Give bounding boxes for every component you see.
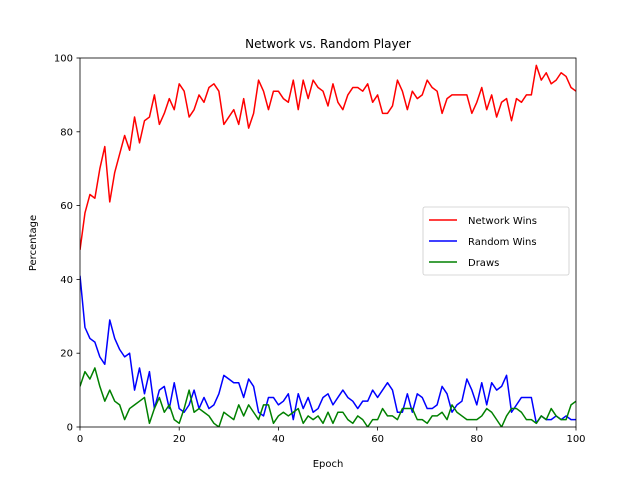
legend-label-network-wins: Network Wins bbox=[468, 216, 537, 227]
series-line-draws bbox=[80, 367, 576, 427]
series-line-random-wins bbox=[80, 275, 576, 425]
series-line-network-wins bbox=[80, 64, 576, 250]
x-tick-label: 100 bbox=[566, 434, 585, 445]
chart-title: Network vs. Random Player bbox=[245, 37, 411, 51]
x-tick-label: 60 bbox=[371, 434, 384, 445]
legend-box bbox=[422, 206, 570, 276]
legend-label-draws: Draws bbox=[468, 258, 499, 269]
y-tick-label: 0 bbox=[67, 423, 73, 434]
x-axis-label: Epoch bbox=[313, 459, 344, 470]
y-tick-label: 80 bbox=[60, 127, 73, 138]
y-tick-label: 20 bbox=[60, 349, 73, 360]
series-layer bbox=[80, 64, 576, 427]
y-axis-label: Percentage bbox=[28, 215, 39, 271]
x-tick-label: 40 bbox=[272, 434, 285, 445]
legend-label-random-wins: Random Wins bbox=[468, 237, 537, 248]
axes-frame bbox=[79, 57, 577, 428]
x-tick-label: 80 bbox=[470, 434, 483, 445]
axes-layer: 0 20 40 60 80 100 0 20 40 60 80 100 bbox=[54, 54, 586, 446]
x-tick-label: 0 bbox=[77, 434, 83, 445]
y-tick-label: 100 bbox=[54, 54, 73, 65]
y-tick-label: 60 bbox=[60, 201, 73, 212]
legend: Network Wins Random Wins Draws bbox=[422, 206, 570, 276]
x-tick-label: 20 bbox=[173, 434, 186, 445]
y-tick-label: 40 bbox=[60, 275, 73, 286]
